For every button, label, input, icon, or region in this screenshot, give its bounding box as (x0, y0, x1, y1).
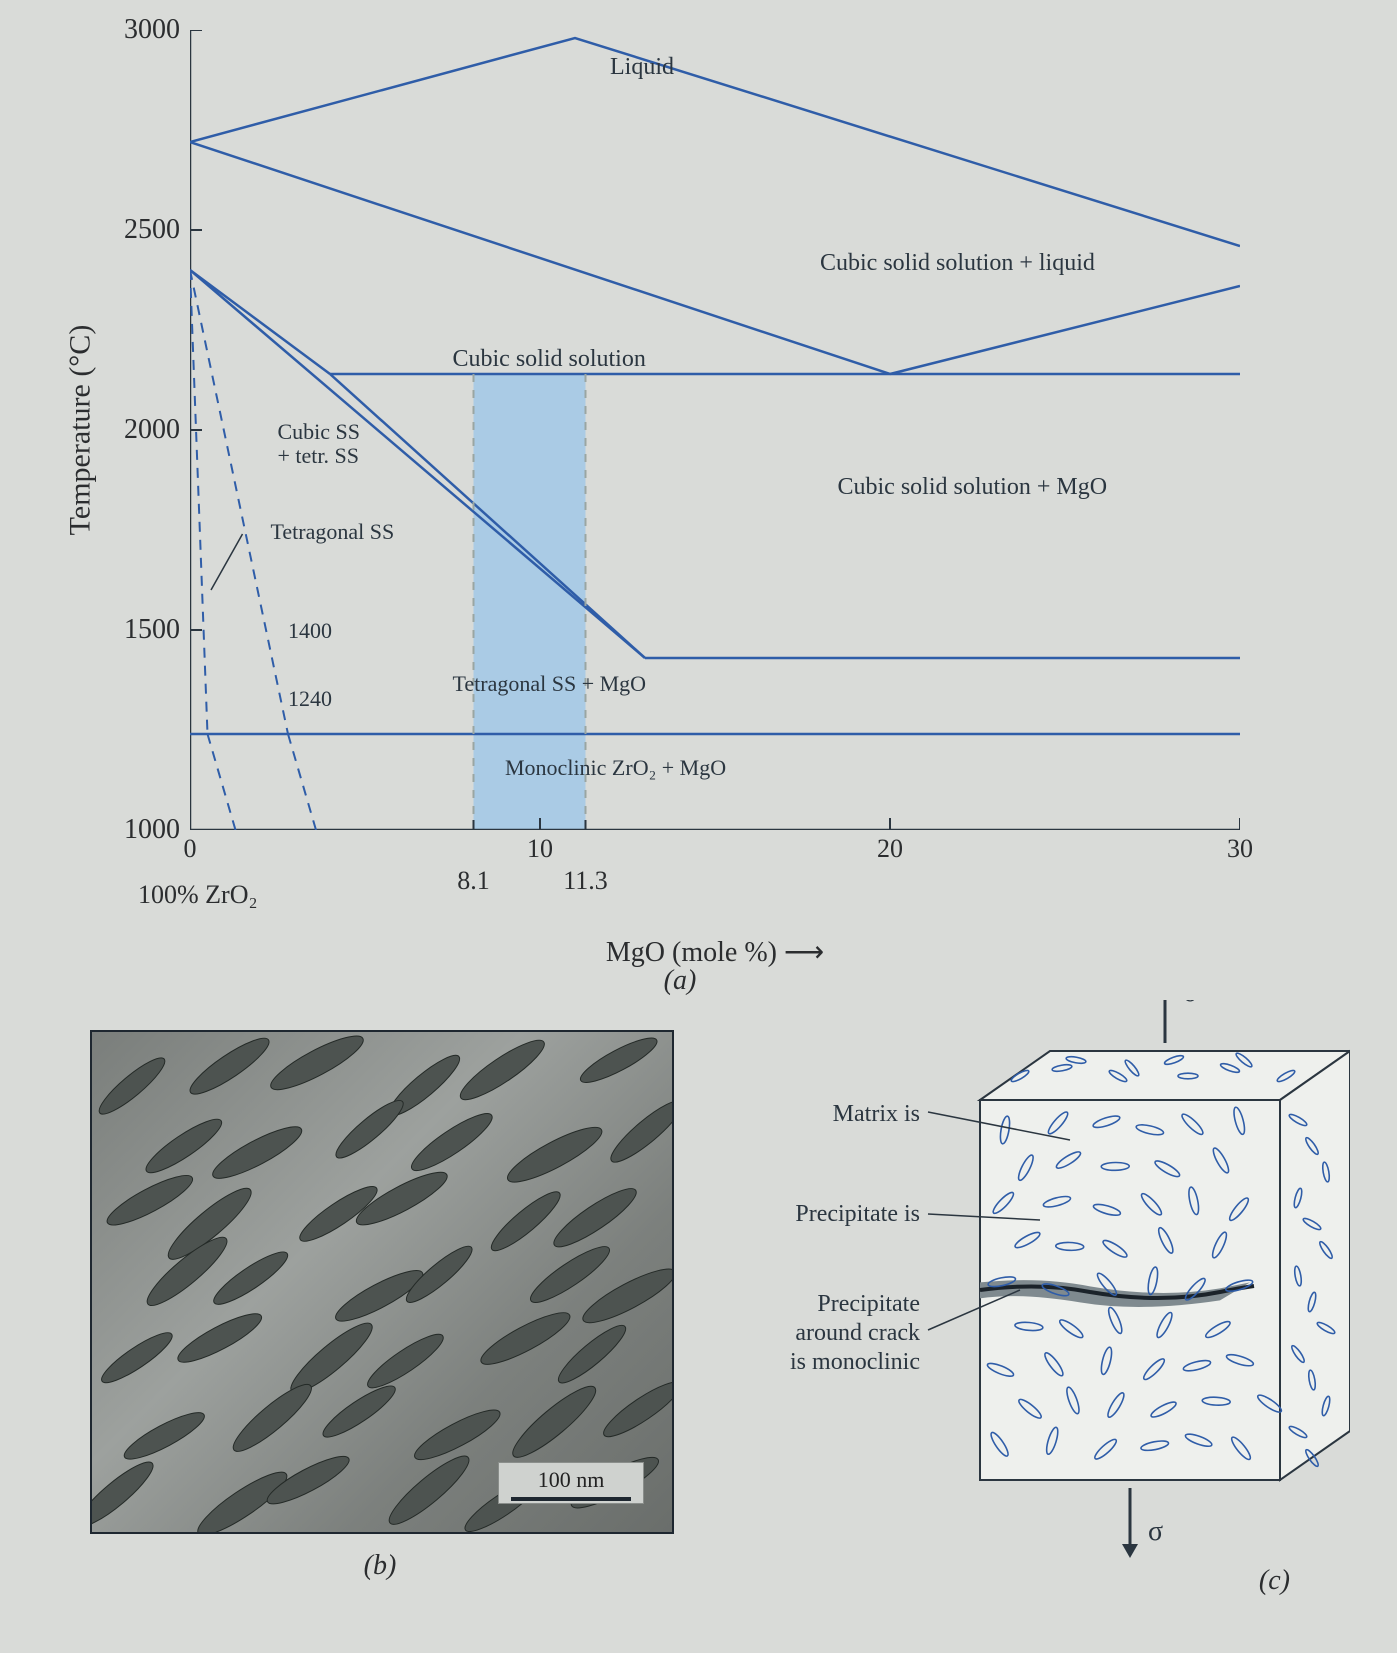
region-label: + tetr. SS (278, 443, 359, 469)
crack-label-l3: is monoclinic (790, 1349, 920, 1375)
crack-label-l1: Precipitate (817, 1291, 920, 1317)
panel-b-label-wrap: (b) (90, 1550, 670, 1582)
xtick: 10 (527, 834, 553, 864)
ytick: 3000 (110, 14, 180, 46)
x-axis-label-row: MgO (mole %) ⟶ (190, 935, 1240, 969)
region-label: Monoclinic ZrO₂ + MgO (505, 755, 726, 781)
crack-label-l2: around crack (795, 1320, 920, 1346)
phase-diagram-panel: Temperature (°C) 10001500200025003000 Li… (60, 30, 1300, 900)
scalebar-line (511, 1497, 631, 1501)
scalebar: 100 nm (498, 1462, 644, 1504)
svg-text:σ: σ (1148, 1516, 1163, 1547)
x-axis-label: MgO (mole %) ⟶ (606, 937, 824, 968)
y-axis-ticks: 10001500200025003000 (110, 30, 180, 830)
x-left-label: 100% ZrO₂ (138, 880, 258, 910)
precipitate-label: Precipitate is (720, 1200, 920, 1229)
scalebar-text: 100 nm (511, 1467, 631, 1493)
region-label: Tetragonal SS + MgO (453, 671, 647, 697)
region-label: Cubic solid solution (453, 346, 646, 373)
panel-c-label-wrap: (c) (720, 1565, 1350, 1597)
xtick-annot: 11.3 (563, 866, 608, 896)
x-axis-ticks: 01020308.111.3 (190, 830, 1240, 870)
y-axis-label: Temperature (°C) (63, 325, 97, 536)
ytick: 2500 (110, 214, 180, 246)
panel-a-label-wrap: (a) (60, 965, 1300, 997)
ytick: 2000 (110, 414, 180, 446)
panel-b-label: (b) (364, 1550, 397, 1581)
temp-annot: 1240 (288, 686, 332, 712)
phase-diagram-plot: Liquid Cubic solid solution + liquid Cubic… (190, 30, 1240, 830)
region-label: Tetragonal SS (271, 519, 395, 545)
micrograph-panel: 100 nm (90, 1030, 674, 1534)
y-axis-label-wrap: Temperature (°C) (60, 30, 100, 830)
xtick: 20 (877, 834, 903, 864)
panel-a-label: (a) (664, 965, 697, 996)
region-label: Cubic SS (278, 419, 361, 445)
panel-c-label: (c) (1259, 1565, 1290, 1596)
region-label: Liquid (610, 54, 674, 81)
crack-label: Precipitate around crack is monoclinic (720, 1290, 920, 1376)
matrix-label: Matrix is (720, 1100, 920, 1129)
region-label: Cubic solid solution + liquid (820, 250, 1095, 277)
schematic-panel: σ σ Matrix is Precipitate is Precipitate … (720, 1000, 1350, 1570)
svg-text:σ: σ (1183, 1000, 1198, 1008)
xtick-annot: 8.1 (457, 866, 490, 896)
xtick: 30 (1227, 834, 1253, 864)
xtick: 0 (184, 834, 197, 864)
temp-annot: 1400 (288, 618, 332, 644)
region-label: Cubic solid solution + MgO (838, 474, 1108, 501)
ytick: 1000 (110, 814, 180, 846)
ytick: 1500 (110, 614, 180, 646)
